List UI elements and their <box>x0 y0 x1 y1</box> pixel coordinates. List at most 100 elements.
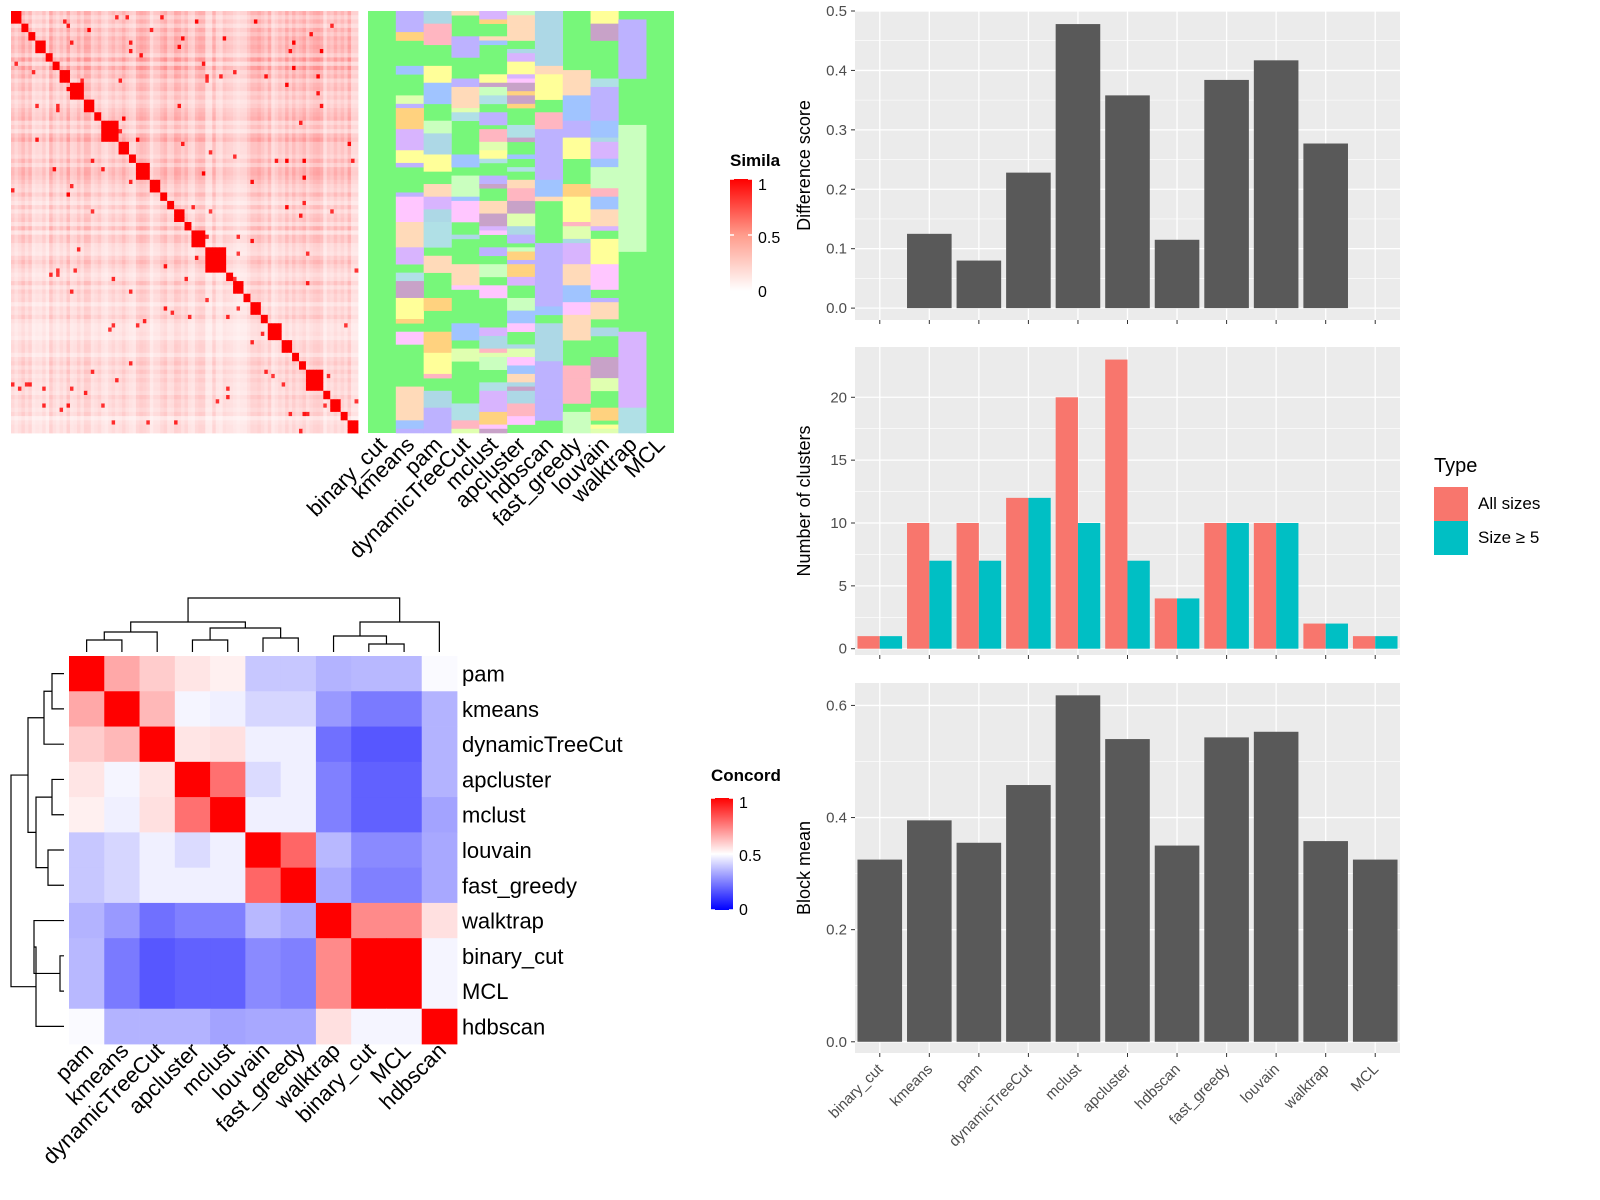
similarity-cell <box>149 184 154 189</box>
similarity-cell <box>285 171 289 176</box>
similarity-cell <box>253 53 258 58</box>
similarity-cell <box>146 19 151 25</box>
similarity-cell <box>295 32 300 37</box>
similarity-cell <box>302 209 307 214</box>
similarity-cell <box>347 120 352 126</box>
similarity-cell <box>118 196 123 202</box>
similarity-cell <box>35 40 40 46</box>
similarity-cell <box>45 129 50 134</box>
similarity-cell <box>260 86 265 92</box>
similarity-cell <box>177 196 182 202</box>
similarity-cell <box>94 23 99 29</box>
similarity-cell <box>243 196 248 202</box>
similarity-cell <box>31 150 36 155</box>
similarity-cell <box>139 213 144 219</box>
similarity-cell <box>42 61 47 67</box>
similarity-cell <box>344 175 348 181</box>
similarity-cell <box>208 171 213 176</box>
similarity-cell <box>246 137 251 143</box>
similarity-cell <box>28 162 33 168</box>
similarity-cell <box>288 124 293 130</box>
similarity-cell <box>83 171 88 176</box>
similarity-cell <box>337 171 342 176</box>
similarity-cell <box>149 23 154 29</box>
similarity-cell <box>354 48 359 54</box>
similarity-cell <box>69 133 74 138</box>
similarity-cell <box>142 40 147 46</box>
similarity-cell <box>146 141 151 147</box>
similarity-cell <box>115 209 119 214</box>
similarity-cell <box>66 32 71 37</box>
similarity-cell <box>312 82 317 88</box>
similarity-cell <box>97 120 102 126</box>
similarity-cell <box>309 23 314 29</box>
similarity-cell <box>66 44 71 50</box>
similarity-cell <box>115 146 119 151</box>
similarity-cell <box>108 48 113 54</box>
similarity-cell <box>35 103 40 109</box>
similarity-cell <box>264 184 269 189</box>
similarity-cell <box>135 61 140 67</box>
similarity-cell <box>24 133 29 138</box>
similarity-cell <box>59 112 64 117</box>
similarity-cell <box>233 205 237 210</box>
similarity-cell <box>302 179 307 185</box>
similarity-cell <box>351 99 355 105</box>
similarity-cell <box>278 179 283 185</box>
similarity-cell <box>83 53 88 58</box>
similarity-cell <box>49 53 54 58</box>
similarity-cell <box>28 65 33 71</box>
similarity-cell <box>59 11 64 16</box>
similarity-cell <box>125 205 130 210</box>
similarity-cell <box>316 36 321 41</box>
similarity-cell <box>80 167 85 172</box>
similarity-cell <box>274 146 279 151</box>
similarity-cell <box>111 23 116 29</box>
similarity-cell <box>243 82 248 88</box>
similarity-cell <box>38 70 43 75</box>
similarity-cell <box>281 213 286 219</box>
similarity-cell <box>11 205 15 210</box>
similarity-cell <box>90 133 95 138</box>
similarity-cell <box>288 141 293 147</box>
similarity-cell <box>347 19 352 25</box>
similarity-cell <box>101 129 106 134</box>
similarity-cell <box>17 116 22 122</box>
similarity-cell <box>24 86 29 92</box>
similarity-cell <box>21 188 26 193</box>
similarity-cell <box>104 120 109 126</box>
similarity-cell <box>94 200 99 206</box>
similarity-cell <box>305 99 310 105</box>
similarity-cell <box>174 209 178 214</box>
similarity-cell <box>354 11 359 16</box>
similarity-cell <box>125 196 130 202</box>
similarity-cell <box>201 95 206 101</box>
similarity-cell <box>132 200 137 206</box>
similarity-cell <box>201 205 206 210</box>
similarity-cell <box>35 11 40 16</box>
similarity-cell <box>167 40 172 46</box>
similarity-cell <box>101 188 106 193</box>
similarity-cell <box>288 108 293 113</box>
similarity-cell <box>316 124 321 130</box>
similarity-cell <box>122 158 126 164</box>
similarity-cell <box>128 82 133 88</box>
similarity-cell <box>205 23 210 29</box>
similarity-cell <box>316 65 321 71</box>
similarity-cell <box>149 27 154 33</box>
similarity-cell <box>354 95 359 101</box>
similarity-cell <box>267 112 272 117</box>
similarity-cell <box>177 184 182 189</box>
similarity-cell <box>292 74 296 79</box>
similarity-cell <box>219 150 224 155</box>
similarity-cell <box>69 205 74 210</box>
similarity-cell <box>122 162 126 168</box>
similarity-cell <box>52 86 57 92</box>
similarity-cell <box>278 11 283 16</box>
similarity-cell <box>181 15 185 20</box>
similarity-cell <box>177 116 182 122</box>
similarity-cell <box>115 120 119 126</box>
similarity-cell <box>45 150 50 155</box>
similarity-cell <box>264 116 269 122</box>
similarity-cell <box>288 171 293 176</box>
